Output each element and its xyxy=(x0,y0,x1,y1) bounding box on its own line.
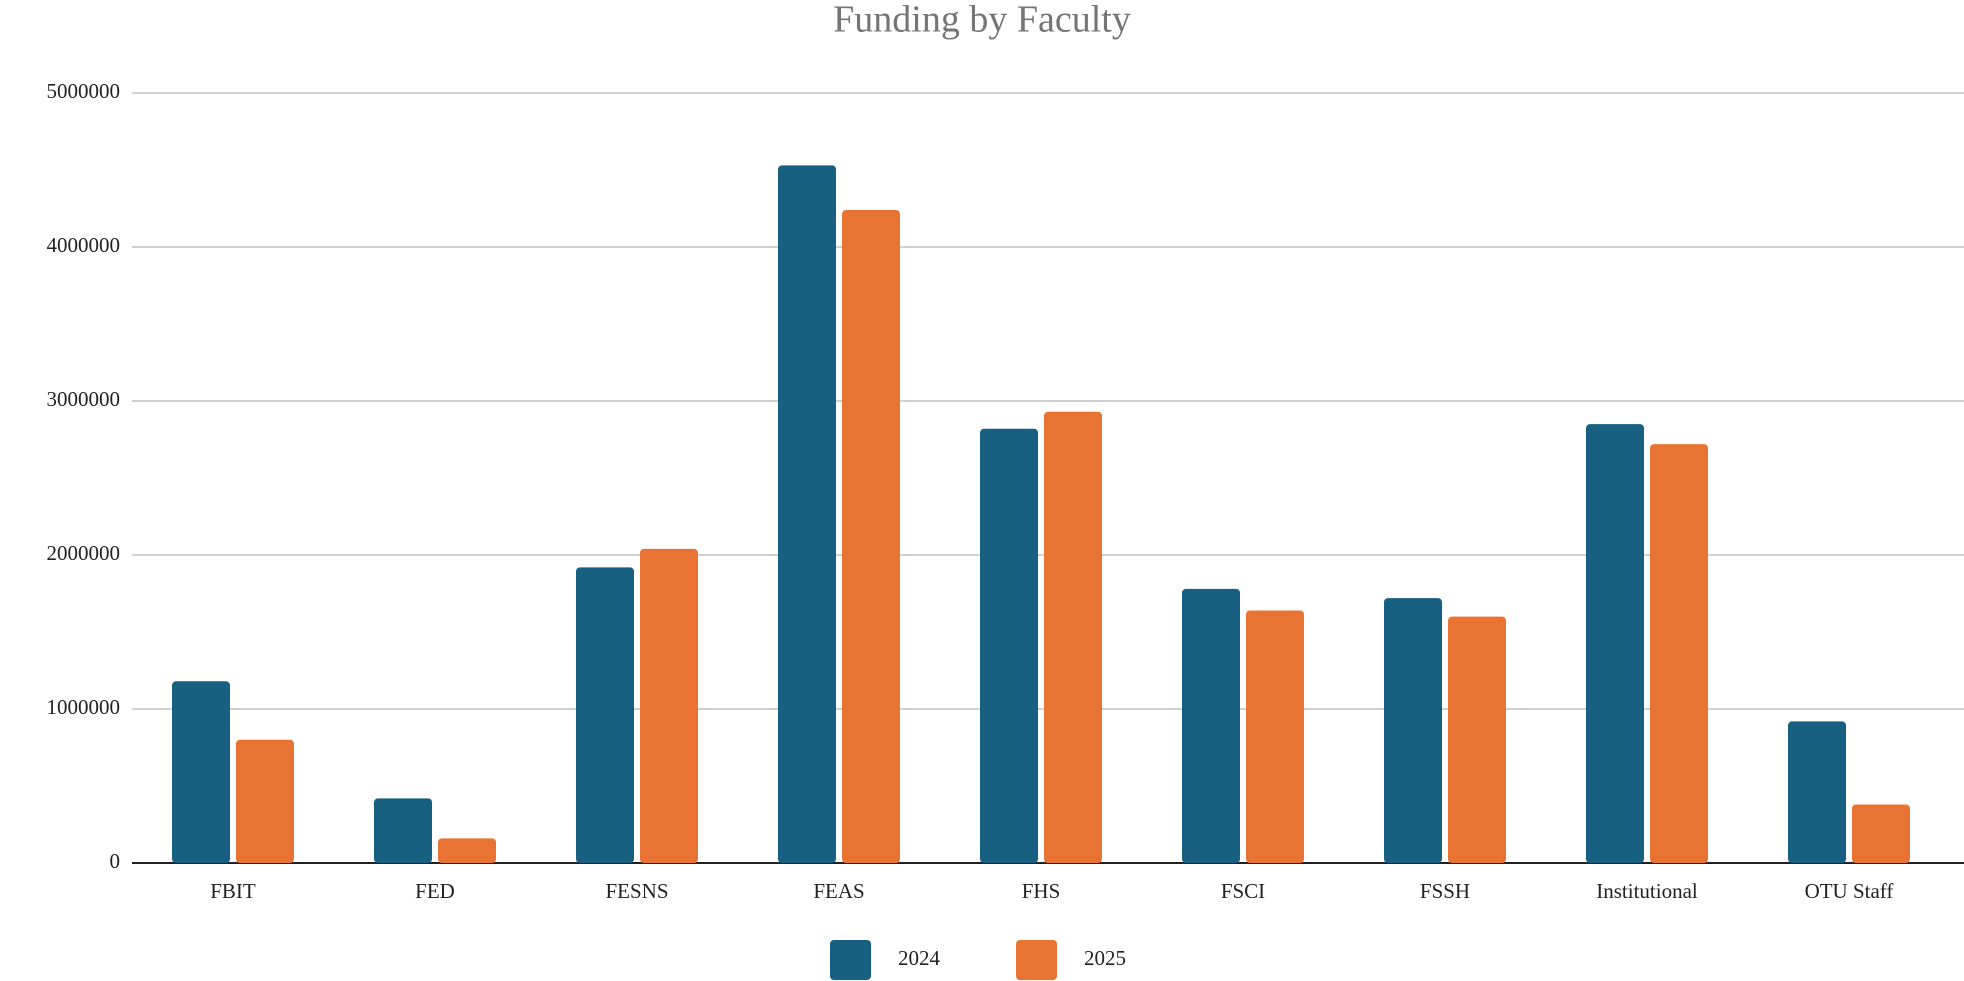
x-tick-label: FHS xyxy=(1022,879,1061,903)
bar xyxy=(1182,588,1240,863)
bar xyxy=(236,739,294,863)
bar xyxy=(1448,616,1506,863)
legend-swatch xyxy=(1016,940,1057,980)
x-tick-label: OTU Staff xyxy=(1805,879,1894,903)
bar xyxy=(374,798,432,863)
x-tick-label: FEAS xyxy=(813,879,864,903)
bar xyxy=(980,428,1038,863)
legend-label: 2025 xyxy=(1084,946,1126,970)
bar xyxy=(1044,411,1102,863)
x-tick-label: FED xyxy=(415,879,455,903)
y-tick-label: 5000000 xyxy=(47,79,121,103)
chart-title: Funding by Faculty xyxy=(833,0,1131,41)
x-tick-label: FESNS xyxy=(605,879,668,903)
bar xyxy=(1384,598,1442,863)
y-tick-label: 0 xyxy=(110,849,121,873)
y-tick-label: 2000000 xyxy=(47,541,121,565)
bar xyxy=(1788,721,1846,863)
x-tick-label: Institutional xyxy=(1596,879,1698,903)
bar xyxy=(1650,444,1708,863)
legend-label: 2024 xyxy=(898,946,941,970)
bar xyxy=(172,681,230,863)
bar xyxy=(842,210,900,864)
y-tick-label: 1000000 xyxy=(47,695,121,719)
bar xyxy=(778,165,836,863)
bar xyxy=(438,838,496,863)
x-tick-label: FSSH xyxy=(1420,879,1470,903)
y-tick-label: 4000000 xyxy=(47,233,121,257)
bar xyxy=(1586,424,1644,863)
bar xyxy=(576,567,634,863)
bar xyxy=(1852,804,1910,863)
bar xyxy=(640,548,698,863)
x-tick-label: FBIT xyxy=(210,879,256,903)
x-tick-label: FSCI xyxy=(1221,879,1265,903)
legend-swatch xyxy=(830,940,871,980)
y-tick-label: 3000000 xyxy=(47,387,121,411)
bar xyxy=(1246,610,1304,863)
